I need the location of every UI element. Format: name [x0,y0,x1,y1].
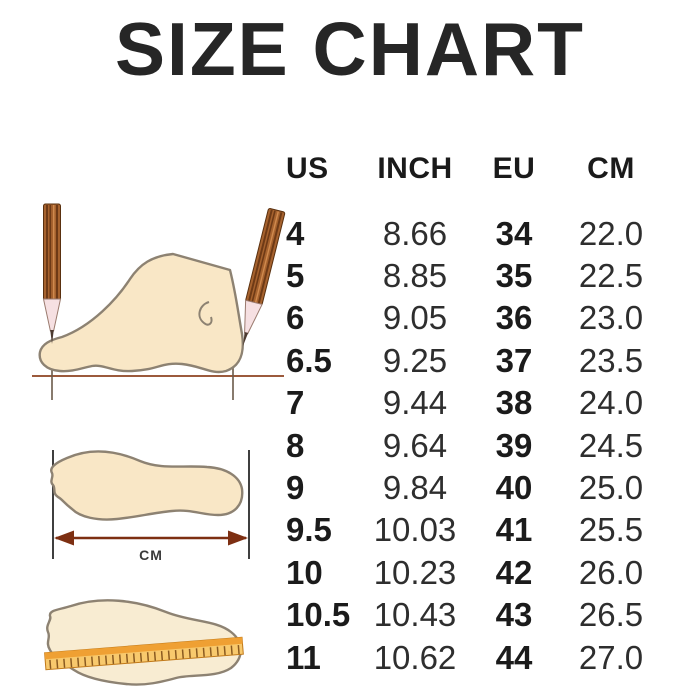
footprint-ruler-icon [44,599,244,686]
cell-eu: 39 [495,426,533,464]
cell-inch: 9.25 [382,341,448,379]
cell-us: 5 [286,257,305,295]
table-row: 6.5 9.25 37 23.5 [278,339,676,381]
cell-inch: 8.85 [382,257,448,295]
cell-cm: 27.0 [578,638,644,676]
table-body: 4 8.66 34 22.0 5 8.85 35 22.5 6 9.05 36 23.0 6.5 9.25… [278,212,676,678]
cell-inch: 8.66 [382,214,448,252]
cell-inch: 10.43 [373,596,457,634]
page-title: SIZE CHART [115,7,585,91]
cell-cm: 25.5 [578,511,644,549]
header-eu: EU [492,152,536,185]
header-us: US [286,152,329,185]
cell-cm: 26.5 [578,596,644,634]
cell-us: 9 [286,469,305,507]
cell-inch: 9.64 [382,426,448,464]
cell-eu: 44 [495,638,533,676]
cell-cm: 25.0 [578,469,644,507]
cell-cm: 22.0 [578,214,644,252]
cell-eu: 38 [495,384,533,422]
cell-inch: 9.05 [382,299,448,337]
table-row: 6 9.05 36 23.0 [278,297,676,339]
cell-eu: 37 [495,341,533,379]
cell-us: 4 [286,214,305,252]
cell-cm: 23.5 [578,341,644,379]
table-row: 10.5 10.43 43 26.5 [278,594,676,636]
pencil-icon [42,203,62,344]
cell-inch: 9.44 [382,384,448,422]
cell-eu: 34 [495,214,533,252]
header-cm: CM [587,152,635,185]
cell-eu: 41 [495,511,533,549]
cell-us: 9.5 [286,511,332,549]
ankle-mark [198,301,213,326]
cell-eu: 35 [495,257,533,295]
cell-us: 7 [286,384,305,422]
cell-us: 10 [286,553,323,591]
cell-us: 6 [286,299,305,337]
cell-cm: 24.5 [578,426,644,464]
cell-inch: 10.62 [373,638,457,676]
cm-measure-label: CM [139,547,163,563]
size-table: US INCH EU CM 4 8.66 34 22.0 5 8.85 35 22.5 6 9.0… [278,150,676,678]
cell-eu: 42 [495,553,533,591]
table-row: 10 10.23 42 26.0 [278,551,676,593]
cell-us: 8 [286,426,305,464]
footprint-length-arrow-icon: CM [50,450,250,563]
cell-eu: 43 [495,596,533,634]
foot-side-measure-icon [32,203,286,400]
table-header-row: US INCH EU CM [278,150,676,188]
cell-eu: 40 [495,469,533,507]
footprint-shape [50,450,244,521]
cell-inch: 10.03 [373,511,457,549]
cell-us: 6.5 [286,341,332,379]
table-row: 4 8.66 34 22.0 [278,212,676,254]
ruler-icon [44,636,244,671]
table-row: 9 9.84 40 25.0 [278,466,676,508]
table-row: 11 10.62 44 27.0 [278,636,676,678]
cell-cm: 23.0 [578,299,644,337]
cell-cm: 26.0 [578,553,644,591]
table-row: 8 9.64 39 24.5 [278,424,676,466]
pencil-icon [243,208,286,346]
cell-cm: 22.5 [578,257,644,295]
cell-us: 11 [286,638,321,676]
table-row: 9.5 10.03 41 25.5 [278,509,676,551]
cell-cm: 24.0 [578,384,644,422]
cell-inch: 9.84 [382,469,448,507]
header-inch: INCH [377,152,453,185]
cell-inch: 10.23 [373,553,457,591]
cell-us: 10.5 [286,596,351,634]
table-row: 5 8.85 35 22.5 [278,254,676,296]
cell-eu: 36 [495,299,533,337]
foot-side-shape [38,252,244,374]
length-arrow-icon [54,530,248,546]
table-row: 7 9.44 38 24.0 [278,382,676,424]
